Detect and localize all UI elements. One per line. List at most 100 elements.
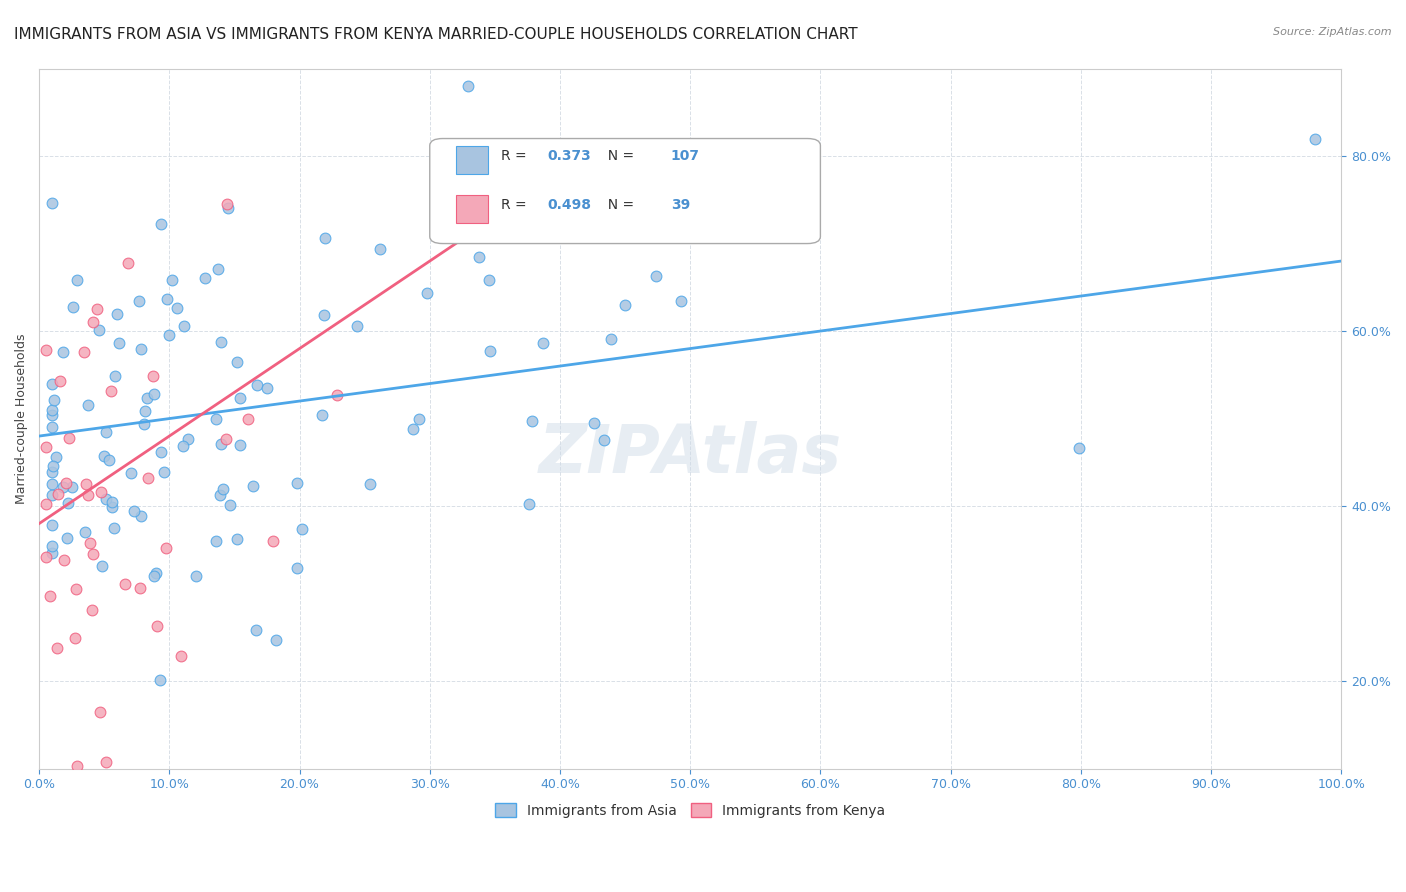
Text: Source: ZipAtlas.com: Source: ZipAtlas.com: [1274, 27, 1392, 37]
Immigrants from Asia: [104, 368, 127, 383]
Immigrants from Asia: [41, 539, 63, 553]
Text: 39: 39: [671, 198, 690, 212]
Immigrants from Asia: [41, 546, 63, 560]
Immigrants from Kenya: [48, 374, 70, 388]
Immigrants from Asia: [531, 335, 554, 350]
Immigrants from Asia: [415, 285, 437, 300]
Immigrants from Kenya: [86, 302, 108, 317]
Immigrants from Asia: [172, 439, 194, 453]
Text: 0.373: 0.373: [547, 149, 591, 163]
Text: IMMIGRANTS FROM ASIA VS IMMIGRANTS FROM KENYA MARRIED-COUPLE HOUSEHOLDS CORRELAT: IMMIGRANTS FROM ASIA VS IMMIGRANTS FROM …: [14, 27, 858, 42]
Immigrants from Asia: [264, 632, 287, 647]
Immigrants from Asia: [150, 217, 173, 231]
Immigrants from Asia: [177, 432, 200, 446]
Immigrants from Asia: [42, 392, 65, 407]
Immigrants from Asia: [212, 482, 235, 496]
Immigrants from Kenya: [34, 497, 56, 511]
Immigrants from Asia: [41, 420, 63, 434]
Immigrants from Asia: [228, 391, 250, 405]
Immigrants from Asia: [291, 522, 314, 536]
Immigrants from Asia: [66, 272, 89, 286]
Bar: [456, 194, 488, 222]
Immigrants from Kenya: [63, 632, 86, 646]
Immigrants from Kenya: [34, 440, 56, 454]
Immigrants from Asia: [105, 307, 128, 321]
Immigrants from Asia: [592, 205, 614, 219]
Immigrants from Asia: [208, 488, 231, 502]
Y-axis label: Married-couple Households: Married-couple Households: [15, 334, 28, 504]
Immigrants from Asia: [184, 569, 207, 583]
Immigrants from Kenya: [262, 534, 284, 549]
Immigrants from Asia: [41, 403, 63, 417]
Immigrants from Kenya: [136, 470, 159, 484]
Immigrants from Asia: [314, 231, 336, 245]
Immigrants from Asia: [643, 219, 665, 234]
Immigrants from Kenya: [39, 589, 62, 603]
Immigrants from Asia: [96, 491, 118, 506]
Immigrants from Asia: [76, 398, 98, 412]
Immigrants from Asia: [669, 293, 692, 308]
Immigrants from Asia: [479, 344, 502, 359]
Immigrants from Asia: [312, 309, 335, 323]
Immigrants from Asia: [97, 453, 120, 467]
Immigrants from Asia: [245, 377, 267, 392]
Immigrants from Asia: [149, 673, 172, 687]
Immigrants from Asia: [1069, 441, 1091, 455]
Immigrants from Asia: [87, 322, 110, 336]
Immigrants from Asia: [103, 521, 125, 535]
Immigrants from Kenya: [82, 315, 104, 329]
Immigrants from Kenya: [73, 345, 96, 359]
Immigrants from Asia: [209, 436, 232, 450]
Immigrants from Asia: [600, 332, 623, 346]
Immigrants from Asia: [219, 499, 242, 513]
Immigrants from Asia: [41, 477, 63, 491]
Immigrants from Kenya: [215, 196, 238, 211]
Immigrants from Asia: [41, 488, 63, 502]
Text: R =: R =: [502, 149, 531, 163]
Immigrants from Asia: [120, 467, 142, 481]
Immigrants from Asia: [134, 417, 156, 431]
Immigrants from Asia: [207, 261, 229, 276]
Immigrants from Asia: [225, 532, 247, 546]
Immigrants from Kenya: [146, 619, 169, 633]
Immigrants from Kenya: [46, 640, 69, 655]
Immigrants from Kenya: [79, 536, 101, 550]
Immigrants from Asia: [285, 476, 308, 491]
Immigrants from Kenya: [55, 476, 77, 491]
Immigrants from Asia: [41, 196, 63, 211]
Immigrants from Asia: [143, 569, 166, 583]
Text: ZIPAtlas: ZIPAtlas: [538, 420, 842, 486]
Immigrants from Asia: [122, 503, 145, 517]
Immigrants from Kenya: [94, 755, 117, 769]
Immigrants from Asia: [359, 477, 381, 491]
Immigrants from Kenya: [77, 488, 100, 502]
Immigrants from Asia: [204, 533, 226, 548]
Text: N =: N =: [599, 149, 638, 163]
Immigrants from Kenya: [117, 256, 139, 270]
Immigrants from Kenya: [100, 384, 122, 398]
Immigrants from Asia: [42, 459, 65, 474]
Immigrants from Asia: [149, 444, 172, 458]
Immigrants from Asia: [285, 561, 308, 575]
Immigrants from Kenya: [75, 477, 97, 491]
Immigrants from Asia: [100, 500, 122, 514]
Immigrants from Asia: [41, 466, 63, 480]
Immigrants from Kenya: [80, 602, 103, 616]
Immigrants from Asia: [52, 480, 75, 494]
Immigrants from Kenya: [238, 412, 260, 426]
Immigrants from Asia: [368, 242, 391, 256]
Text: N =: N =: [599, 198, 638, 212]
Immigrants from Asia: [91, 559, 114, 574]
Immigrants from Kenya: [128, 581, 150, 595]
Immigrants from Asia: [135, 392, 157, 406]
Immigrants from Asia: [94, 425, 117, 439]
Immigrants from Asia: [56, 531, 79, 545]
Immigrants from Asia: [593, 433, 616, 447]
Immigrants from Asia: [62, 300, 84, 314]
Immigrants from Asia: [45, 450, 67, 464]
Immigrants from Asia: [41, 377, 63, 392]
Immigrants from Asia: [166, 301, 188, 316]
Immigrants from Asia: [226, 355, 249, 369]
Immigrants from Asia: [644, 268, 666, 283]
Immigrants from Asia: [468, 250, 491, 264]
